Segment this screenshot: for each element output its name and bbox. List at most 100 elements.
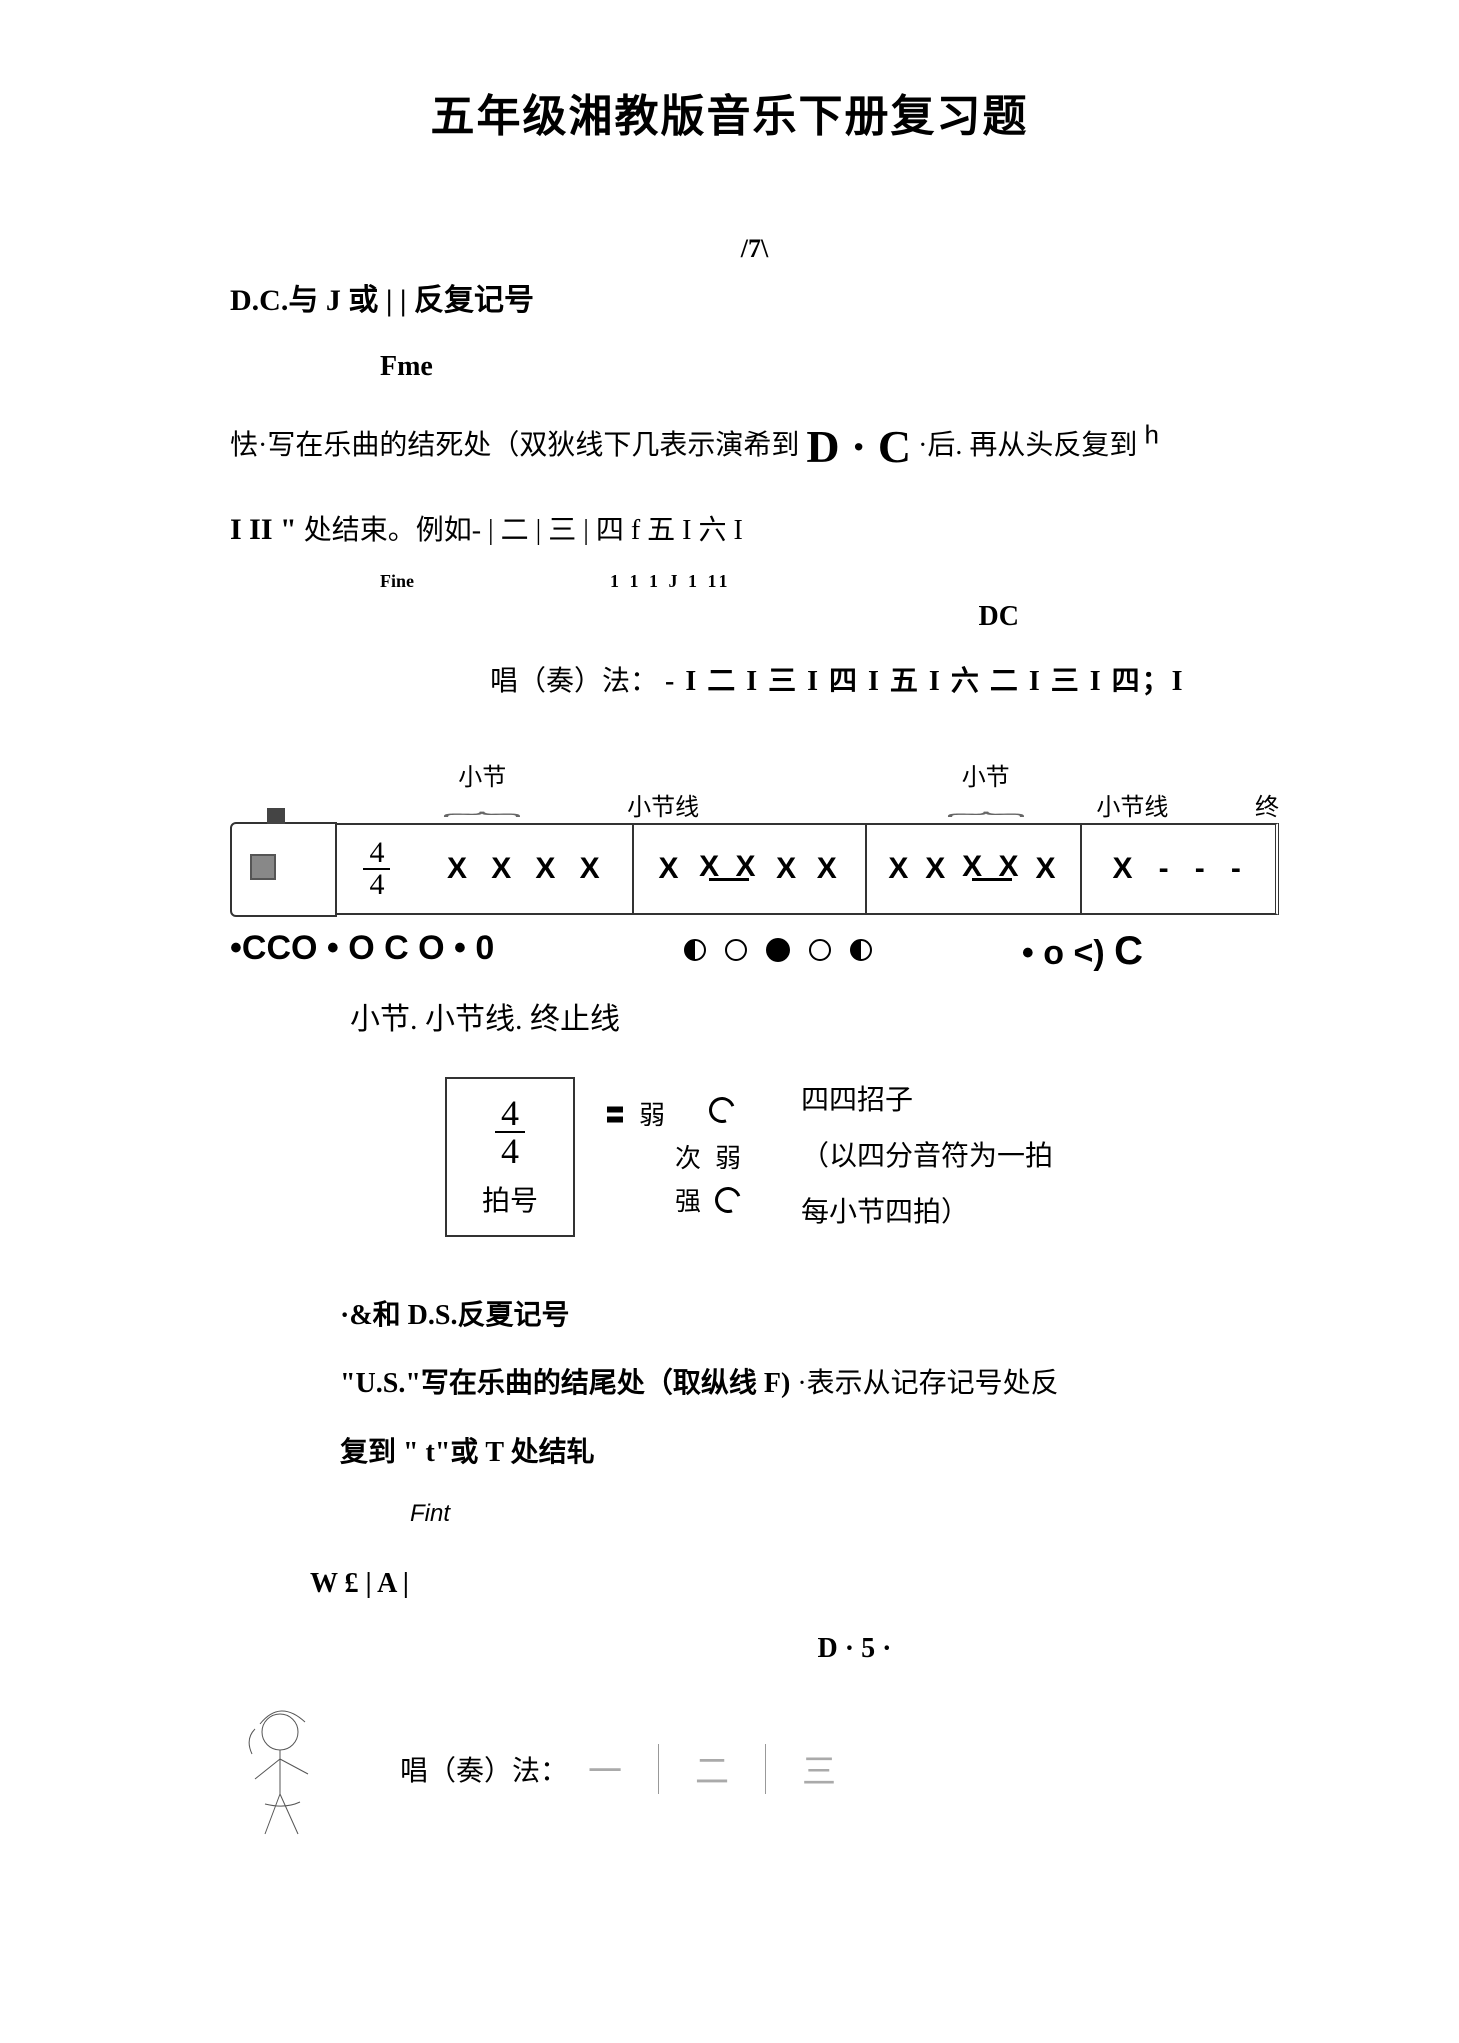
measure-2: X X X X X bbox=[634, 823, 868, 915]
filled-circle-icon bbox=[766, 938, 790, 962]
bar-marks: I II " bbox=[230, 513, 297, 546]
ds-line-1: "U.S."写在乐曲的结尾处（取纵线 F) ·表示从记存记号处反 bbox=[340, 1359, 1279, 1409]
play-row-2: 唱（奏）法： 一 二 三 bbox=[230, 1694, 1279, 1844]
section-label: 小节. 小节线. 终止线 bbox=[350, 994, 1279, 1038]
dash: - bbox=[1195, 852, 1209, 886]
label-xjx-2: 小节线 bbox=[1096, 795, 1168, 821]
desc2: 处结束。例如- | 二 | 三 | 四 f 五 I 六 I bbox=[304, 515, 743, 546]
ds-l2: 复到 " t"或 T 处结轧 bbox=[340, 1437, 595, 1468]
note-x: X bbox=[776, 852, 800, 886]
open-circle-icon bbox=[809, 939, 831, 961]
weak-1: 弱 bbox=[639, 1095, 665, 1132]
dc-right: DC bbox=[230, 592, 1279, 642]
desc-l1: （以四分音符为一拍 bbox=[801, 1129, 1053, 1185]
note-x: X bbox=[817, 852, 841, 886]
note-x: X bbox=[580, 852, 604, 886]
dots-right-c: C bbox=[1114, 929, 1143, 973]
c-shape-icon bbox=[705, 1093, 740, 1128]
desc-l2: 每小节四拍） bbox=[801, 1185, 1053, 1241]
label-xj-1: 小节 bbox=[458, 765, 506, 791]
sig-den: 4 bbox=[501, 1133, 519, 1169]
measure-4: X - - - bbox=[1082, 823, 1279, 915]
ts-num: 4 bbox=[363, 838, 390, 870]
content-area: /7\ D.C.与 J 或 | | 反复记号 Fme 怯·写在乐曲的结死处（双狄… bbox=[160, 234, 1299, 1844]
label-zz: 终 bbox=[1255, 795, 1279, 821]
sig-label: 拍号 bbox=[482, 1179, 538, 1219]
ds-line-2: 复到 " t"或 T 处结轧 bbox=[340, 1428, 1279, 1478]
note-x: X bbox=[491, 852, 515, 886]
note-x: X bbox=[925, 852, 949, 886]
fme-label: Fme bbox=[230, 342, 1279, 392]
ds-l1-c: ·表示从记存记号处反 bbox=[797, 1368, 1058, 1399]
open-circle-icon bbox=[725, 939, 747, 961]
sig-num: 4 bbox=[495, 1095, 525, 1133]
diagram-row: 4 4 X X X X X X X X X X X bbox=[230, 822, 1279, 917]
note-x: X bbox=[535, 852, 559, 886]
ts-den: 4 bbox=[369, 870, 384, 900]
beat-row-1: 〓 弱 bbox=[605, 1095, 741, 1132]
desc-title: 四四招子 bbox=[801, 1073, 1053, 1129]
d5-label: D · 5 · bbox=[430, 1624, 1279, 1674]
super-h: h bbox=[1144, 420, 1158, 450]
fine-label: Fine bbox=[230, 571, 430, 592]
fine-row: Fine 1 1 1 J 1 11 bbox=[230, 571, 1279, 592]
f-paren: F) bbox=[764, 1368, 790, 1399]
ds-heading: ·&和 D.S.反夏记号 bbox=[340, 1291, 1279, 1341]
device-icon bbox=[230, 822, 337, 917]
dc-big: D · C bbox=[806, 421, 911, 472]
seq-3: 三 bbox=[802, 1744, 836, 1794]
brace-row: 小节 ︷ 小节线 小节 ︷ 小节线 终 bbox=[370, 757, 1279, 822]
beamed-pair: X X bbox=[699, 858, 759, 881]
beat-marks: 〓 弱 次 弱 强 bbox=[605, 1095, 741, 1218]
sub-marks: 1 1 1 J 1 11 bbox=[610, 571, 731, 592]
measure-3: X X X X X bbox=[867, 823, 1082, 915]
weak-2: 弱 bbox=[715, 1138, 741, 1175]
desc-line-1: 怯·写在乐曲的结死处（双狄线下几表示演希到 D · C ·后. 再从头反复到 h bbox=[230, 406, 1279, 489]
dots-right-pre: • o <) bbox=[1022, 934, 1114, 972]
sig-box: 4 4 拍号 bbox=[445, 1077, 575, 1237]
device-inner bbox=[250, 854, 276, 880]
note-x: X bbox=[1113, 852, 1137, 886]
brace-icon: ︷ bbox=[442, 792, 522, 821]
dash: - bbox=[1231, 852, 1245, 886]
label-xjx-1: 小节线 bbox=[627, 795, 699, 821]
light-bars: 一 二 三 bbox=[588, 1744, 836, 1794]
section-2: ·&和 D.S.反夏记号 "U.S."写在乐曲的结尾处（取纵线 F) ·表示从记… bbox=[230, 1291, 1279, 1535]
play-line-1: 唱（奏）法： - I 二 I 三 I 四 I 五 I 六 二 I 三 I 四；I bbox=[230, 657, 1279, 707]
note-x: X bbox=[658, 852, 682, 886]
wfa-line: W £ | A | bbox=[230, 1559, 1279, 1609]
desc1-pre: 怯·写在乐曲的结死处（双狄线下几表示演希到 bbox=[230, 430, 806, 461]
note-x: X bbox=[888, 852, 912, 886]
label-xj-2: 小节 bbox=[962, 765, 1010, 791]
beat-row-2: 次 弱 bbox=[605, 1138, 741, 1175]
play-seq-1: - I 二 I 三 I 四 I 五 I 六 二 I 三 I 四；I bbox=[665, 666, 1185, 697]
dash: - bbox=[1159, 852, 1173, 886]
desc1-post: ·后. 再从头反复到 bbox=[918, 430, 1137, 461]
fint-label: Fint bbox=[340, 1492, 1279, 1535]
dc-heading: D.C.与 J 或 | | 反复记号 bbox=[230, 274, 1279, 328]
measure-diagram: 小节 ︷ 小节线 小节 ︷ 小节线 终 4 bbox=[230, 757, 1279, 974]
desc-col: 四四招子 （以四分音符为一拍 每小节四拍） bbox=[801, 1073, 1053, 1241]
c-shape-icon bbox=[711, 1183, 746, 1218]
page-title: 五年级湘教版音乐下册复习题 bbox=[160, 80, 1299, 144]
slash-mark: /7\ bbox=[230, 234, 1279, 264]
measure-1: X X X X bbox=[419, 823, 634, 915]
us-text: "U.S."写在乐曲的结尾处（取纵线 bbox=[340, 1368, 764, 1399]
play-label-2: 唱（奏）法： bbox=[400, 1749, 568, 1789]
seq-1: 一 bbox=[588, 1744, 622, 1794]
dots-mid bbox=[684, 929, 872, 974]
bar-sep-icon bbox=[765, 1744, 766, 1794]
beamed-pair: X X bbox=[962, 858, 1022, 881]
figure-svg-icon bbox=[230, 1704, 340, 1844]
dots-left: •CCO • O C O • 0 bbox=[230, 929, 494, 974]
play-label-1: 唱（奏）法： bbox=[490, 666, 658, 697]
note-x: X bbox=[447, 852, 471, 886]
half-circle-icon bbox=[850, 939, 872, 961]
time-sig-box: 4 4 bbox=[335, 823, 419, 915]
note-x: X bbox=[1035, 852, 1059, 886]
time-sig-block: 4 4 拍号 〓 弱 次 弱 强 四四招子 （以四分音符为一拍 每小节四拍） bbox=[445, 1073, 1279, 1241]
figure-drawing-icon bbox=[230, 1704, 340, 1844]
half-circle-icon bbox=[684, 939, 706, 961]
brace-icon-2: ︷ bbox=[946, 792, 1026, 821]
bar-sep-icon bbox=[658, 1744, 659, 1794]
